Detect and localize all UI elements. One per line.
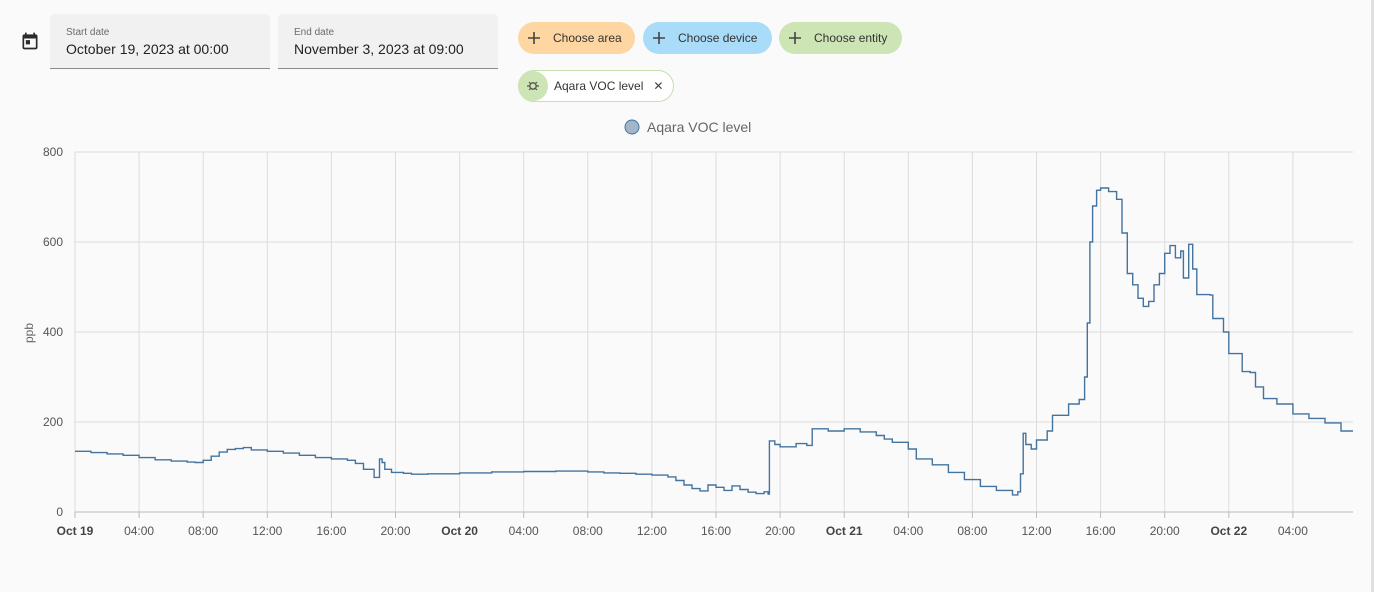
- y-tick-label: 400: [43, 325, 63, 339]
- window-edge: [1371, 0, 1374, 592]
- plus-icon: [653, 32, 665, 44]
- start-date-label: Start date: [66, 27, 110, 38]
- x-tick-label: 04:00: [124, 524, 154, 538]
- choose-area-label: Choose area: [553, 31, 622, 45]
- x-tick-label: 12:00: [252, 524, 282, 538]
- calendar-icon[interactable]: [20, 30, 40, 52]
- x-tick-label: Oct 21: [826, 524, 863, 538]
- entity-avatar: [518, 71, 548, 101]
- x-tick-label: 16:00: [1086, 524, 1116, 538]
- legend-swatch: [624, 119, 640, 135]
- x-tick-label: 08:00: [573, 524, 603, 538]
- y-tick-label: 600: [43, 235, 63, 249]
- choose-device-label: Choose device: [678, 31, 758, 45]
- x-tick-label: 12:00: [637, 524, 667, 538]
- x-tick-label: 20:00: [380, 524, 410, 538]
- x-tick-label: 08:00: [188, 524, 218, 538]
- series-line-voc[interactable]: [75, 187, 1353, 496]
- start-date-field[interactable]: Start date October 19, 2023 at 00:00: [50, 14, 270, 69]
- plus-icon: [528, 32, 540, 44]
- y-tick-label: 200: [43, 415, 63, 429]
- plus-icon: [789, 32, 801, 44]
- y-tick-label: 0: [56, 505, 63, 519]
- x-tick-label: 04:00: [1278, 524, 1308, 538]
- choose-area-button[interactable]: Choose area: [518, 22, 635, 54]
- remove-entity-close-icon[interactable]: ✕: [653, 79, 664, 93]
- x-tick-label: 04:00: [893, 524, 923, 538]
- choose-entity-button[interactable]: Choose entity: [779, 22, 902, 54]
- x-tick-label: Oct 22: [1210, 524, 1247, 538]
- x-tick-label: 08:00: [957, 524, 987, 538]
- x-tick-label: 16:00: [701, 524, 731, 538]
- x-tick-label: 12:00: [1021, 524, 1051, 538]
- chart-legend[interactable]: Aqara VOC level: [624, 119, 751, 135]
- selected-entity-chip[interactable]: Aqara VOC level ✕: [518, 70, 674, 102]
- x-tick-label: 16:00: [316, 524, 346, 538]
- end-date-value: November 3, 2023 at 09:00: [294, 41, 464, 57]
- y-tick-label: 800: [43, 145, 63, 159]
- choose-entity-label: Choose entity: [814, 31, 888, 45]
- start-date-value: October 19, 2023 at 00:00: [66, 41, 229, 57]
- choose-device-button[interactable]: Choose device: [643, 22, 772, 54]
- y-axis-title: ppb: [22, 323, 36, 343]
- x-tick-label: 04:00: [509, 524, 539, 538]
- voc-sensor-icon: [527, 81, 539, 91]
- x-tick-label: Oct 20: [441, 524, 478, 538]
- x-tick-label: 20:00: [765, 524, 795, 538]
- end-date-field[interactable]: End date November 3, 2023 at 09:00: [278, 14, 498, 69]
- selected-entity-label: Aqara VOC level: [554, 79, 644, 93]
- x-tick-label: 20:00: [1150, 524, 1180, 538]
- x-tick-label: Oct 19: [57, 524, 94, 538]
- legend-label: Aqara VOC level: [647, 119, 751, 135]
- end-date-label: End date: [294, 27, 335, 38]
